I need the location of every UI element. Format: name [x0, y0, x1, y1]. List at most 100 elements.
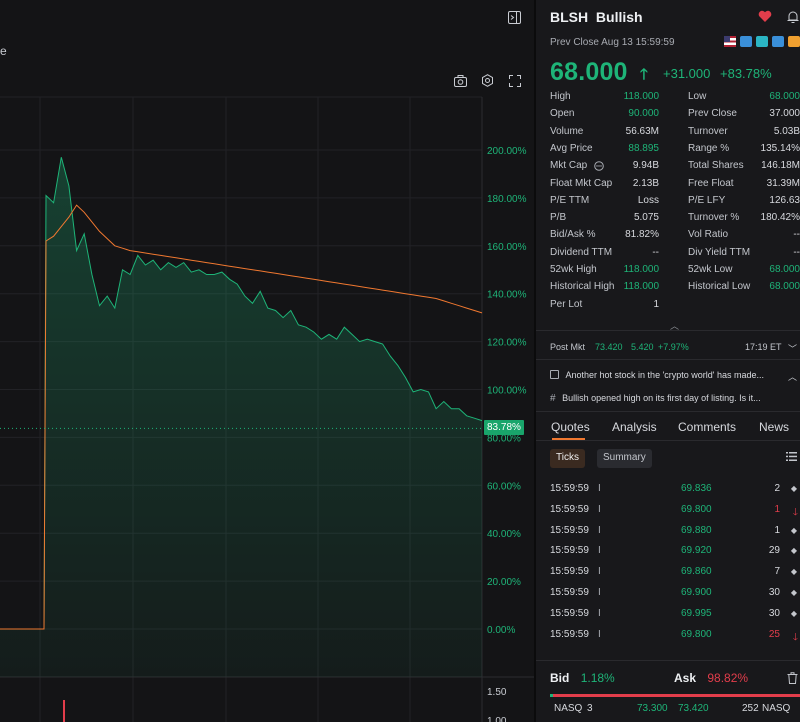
price-area-fill: [0, 157, 482, 677]
bid-percent: 1.18%: [580, 671, 615, 685]
neutral-diamond-icon: ◆: [790, 546, 797, 556]
tick-volume: 30: [768, 587, 780, 598]
tick-price: 69.860: [681, 566, 712, 578]
price-change: +31.000: [663, 66, 711, 81]
tick-volume: 29: [768, 545, 780, 557]
prev-close-timestamp: Prev Close Aug 13 15:59:59: [550, 37, 675, 48]
stat-value: 68.000: [769, 281, 800, 293]
tick-price: 69.836: [681, 483, 712, 494]
stat-label: Prev Close: [688, 108, 737, 120]
summary-chip[interactable]: Summary: [597, 449, 652, 468]
shortable-badge-icon: [756, 36, 769, 47]
average-price-line: [0, 204, 483, 630]
stat-value: 180.42%: [760, 212, 800, 224]
tick-flag: I: [598, 607, 601, 619]
tick-volume: 30: [768, 607, 780, 619]
tick-time: 15:59:59: [550, 587, 589, 598]
tab-analysis[interactable]: Analysis: [612, 420, 657, 434]
y-tick-label: 100.00%: [487, 386, 527, 397]
stat-label: Historical Low: [688, 281, 751, 293]
tick-row: 15:59:59 I 69.800 25 🡓: [550, 629, 800, 650]
stat-value: 56.63M: [625, 125, 659, 137]
collapse-stats-chevron-icon[interactable]: ︿: [670, 321, 680, 331]
post-market-change-percent: +7.97%: [658, 342, 689, 352]
divider: [536, 359, 800, 360]
tick-flag: I: [598, 628, 601, 640]
ask-size: 252: [742, 703, 759, 714]
trash-icon[interactable]: [787, 672, 798, 687]
ask-summary: Ask 98.82%: [674, 671, 748, 685]
settings-icon[interactable]: [481, 74, 494, 90]
fullscreen-icon[interactable]: [509, 75, 521, 90]
stat-row: Per Lot 1: [550, 299, 800, 316]
stat-label: Float Mkt Cap: [550, 177, 613, 189]
tick-price: 69.995: [681, 607, 712, 619]
stat-value: --: [793, 246, 800, 258]
stat-row: Open 90.000 Prev Close 37.000: [550, 108, 800, 125]
stat-value: --: [652, 246, 659, 258]
tick-time: 15:59:59: [550, 483, 589, 494]
camera-icon[interactable]: [454, 75, 467, 90]
order-book-row: NASQ 3 73.300 73.420 252 NASQ: [554, 703, 800, 714]
us-flag-icon: [724, 36, 736, 47]
y-tick-label: 120.00%: [487, 338, 527, 349]
tick-time: 15:59:59: [550, 566, 589, 578]
bid-summary: Bid 1.18%: [550, 671, 615, 685]
stat-label: Open: [550, 108, 575, 120]
stat-value: 88.895: [628, 142, 659, 154]
ticker-symbol: BLSH: [550, 9, 589, 25]
chart-pane[interactable]: 200.00% 180.00% 160.00% 140.00% 120.00% 100.0…: [0, 0, 534, 722]
stat-label: P/E TTM: [550, 194, 590, 206]
price-chart[interactable]: 200.00% 180.00% 160.00% 140.00% 120.00% 100.0…: [0, 0, 534, 722]
bid-ratio-fill: [550, 694, 553, 697]
heart-icon[interactable]: [758, 10, 772, 26]
post-market-chevron-icon[interactable]: ﹀: [788, 344, 798, 354]
ask-price: 73.420: [678, 703, 709, 714]
down-arrow-icon: 🡓: [792, 506, 798, 518]
tab-news[interactable]: News: [759, 420, 790, 434]
stat-value: 37.000: [769, 108, 800, 120]
stat-label: Total Shares: [688, 160, 744, 172]
tick-volume: 1: [774, 503, 780, 515]
stat-label: Range %: [688, 142, 730, 154]
stat-value: 118.000: [623, 91, 659, 102]
pane-divider[interactable]: [534, 0, 536, 722]
stat-row: Avg Price 88.895 Range % 135.14%: [550, 143, 800, 160]
ticks-chip[interactable]: Ticks: [550, 449, 585, 468]
collapse-panel-icon[interactable]: [508, 11, 521, 27]
ask-label: Ask: [674, 671, 697, 685]
price-change-percent: +83.78%: [720, 66, 772, 81]
tab-comments[interactable]: Comments: [678, 420, 737, 434]
tab-quotes[interactable]: Quotes: [551, 420, 590, 434]
stat-row: High 118.000 Low 68.000: [550, 91, 800, 108]
active-tab-indicator: [552, 438, 585, 440]
volume-tick-label: 1.50: [487, 687, 507, 698]
news-item[interactable]: Another hot stock in the 'crypto world' …: [550, 370, 800, 382]
stat-value: 68.000: [769, 91, 800, 102]
stat-value: 2.13B: [632, 177, 659, 189]
bell-icon[interactable]: [786, 10, 800, 27]
stat-label: Bid/Ask %: [550, 229, 596, 241]
market-flags: [724, 36, 800, 50]
stat-value: --: [793, 229, 800, 241]
tick-flag: I: [598, 483, 601, 494]
bid-size: 3: [587, 703, 593, 714]
neutral-diamond-icon: ◆: [790, 608, 797, 618]
neutral-diamond-icon: ◆: [790, 484, 797, 493]
stat-value: 31.39M: [766, 177, 800, 189]
list-menu-icon[interactable]: [786, 452, 797, 464]
y-tick-label: 0.00%: [487, 625, 515, 636]
tick-volume: 7: [774, 566, 780, 578]
post-market-row[interactable]: Post Mkt 73.420 5.420 +7.97% 17:19 ET ﹀: [550, 342, 800, 354]
stat-row: Dividend TTM -- Div Yield TTM --: [550, 247, 800, 264]
last-price: 68.000: [550, 58, 628, 86]
ask-exchange: NASQ: [762, 703, 791, 714]
stat-value: 9.94B: [632, 160, 659, 172]
price-line: [0, 157, 483, 630]
more-info-icon[interactable]: [594, 161, 604, 174]
tick-price: 69.800: [681, 628, 712, 640]
margin-badge-icon: [772, 36, 785, 47]
news-item[interactable]: # Bullish opened high on its first day o…: [550, 393, 800, 404]
volume-tick-label: 1.00: [487, 716, 507, 722]
news-collapse-chevron-icon[interactable]: ︿: [788, 372, 798, 382]
